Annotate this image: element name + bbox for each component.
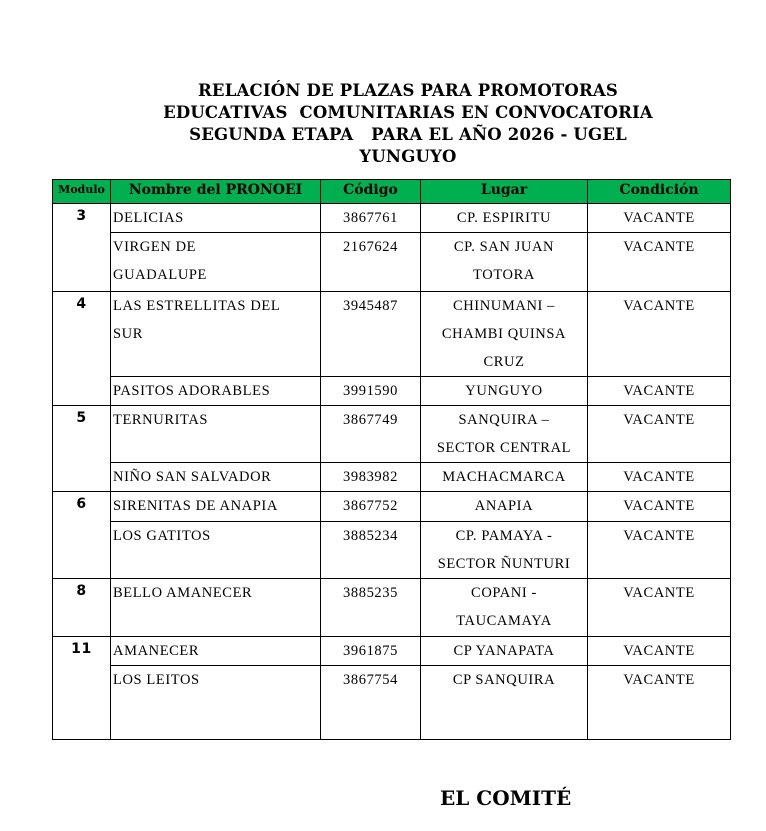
table-row: 8 BELLO AMANECER 3885235 COPANI - TAUCAMAYA… <box>52 578 731 637</box>
nombre-cell: VIRGEN DE GUADALUPE <box>110 232 321 292</box>
lugar-cell: COPANI - TAUCAMAYA <box>420 578 588 637</box>
header-condicion: Condición <box>587 179 731 204</box>
table-row: NIÑO SAN SALVADOR 3983982 MACHACMARCA VACAN… <box>53 462 731 492</box>
lugar-cell: CP YANAPATA <box>420 636 588 666</box>
table-row: 5 TERNURITAS 3867749 SANQUIRA – SECTOR CENT… <box>52 405 731 492</box>
nombre-cell: LOS GATITOS <box>110 521 321 579</box>
title-line: EDUCATIVAS COMUNITARIAS EN CONVOCATORIA <box>163 103 653 122</box>
nombre-cell: LAS ESTRELLITAS DEL SUR <box>110 291 321 377</box>
condicion-cell: VACANTE <box>587 405 731 463</box>
table-row: LOS GATITOS 3885234 CP. PAMAYA - SECTOR ÑU… <box>53 521 731 579</box>
nombre-cell: TERNURITAS <box>110 405 321 463</box>
lugar-cell: YUNGUYO <box>420 376 588 406</box>
codigo-cell: 3945487 <box>320 291 421 377</box>
condicion-cell: VACANTE <box>587 203 731 233</box>
codigo-cell: 3867761 <box>320 203 421 233</box>
header-lugar: Lugar <box>420 179 588 204</box>
codigo-cell: 3885235 <box>320 578 421 637</box>
nombre-cell: BELLO AMANECER <box>110 578 321 637</box>
table-header-row: Modulo Nombre del PRONOEI Código Lugar C… <box>52 179 731 204</box>
lugar-cell: MACHACMARCA <box>420 462 588 492</box>
condicion-cell: VACANTE <box>587 232 731 292</box>
condicion-cell: VACANTE <box>587 665 731 740</box>
header-nombre: Nombre del PRONOEI <box>110 179 321 204</box>
table-row: 11 AMANECER 3961875 CP YANAPATA VACANTE <box>52 636 731 740</box>
document-title: RELACIÓN DE PLAZAS PARA PROMOTORAS EDUCA… <box>120 80 696 168</box>
header-modulo: Modulo <box>52 179 111 204</box>
title-line: RELACIÓN DE PLAZAS PARA PROMOTORAS <box>198 81 618 100</box>
table-row: 6 SIRENITAS DE ANAPIA 3867752 ANAPIA VACANTE <box>52 491 731 579</box>
nombre-cell: AMANECER <box>110 636 321 666</box>
codigo-cell: 3991590 <box>320 376 421 406</box>
modulo-cell: 3 <box>52 203 111 292</box>
lugar-cell: SANQUIRA – SECTOR CENTRAL <box>420 405 588 463</box>
condicion-cell: VACANTE <box>587 291 731 377</box>
table-row: VIRGEN DE GUADALUPE 2167624 CP. SAN JUAN T… <box>53 232 731 292</box>
modulo-cell: 8 <box>52 578 111 637</box>
lugar-cell: CP. PAMAYA - SECTOR ÑUNTURI <box>420 521 588 579</box>
modulo-cell: 4 <box>52 291 111 406</box>
title-line: SEGUNDA ETAPA PARA EL AÑO 2026 - UGEL <box>189 125 627 144</box>
codigo-cell: 2167624 <box>320 232 421 292</box>
table-row: 3 DELICIAS 3867761 CP. ESPIRITU VACANTE <box>52 203 731 292</box>
condicion-cell: VACANTE <box>587 578 731 637</box>
lugar-cell: ANAPIA <box>420 491 588 522</box>
condicion-cell: VACANTE <box>587 376 731 406</box>
modulo-cell: 11 <box>52 636 111 740</box>
header-codigo: Código <box>320 179 421 204</box>
codigo-cell: 3867749 <box>320 405 421 463</box>
table-row: LOS LEITOS 3867754 CP SANQUIRA VACANTE <box>53 665 731 740</box>
codigo-cell: 3983982 <box>320 462 421 492</box>
condicion-cell: VACANTE <box>587 636 731 666</box>
table-row: PASITOS ADORABLES 3991590 YUNGUYO VACANTE <box>53 376 731 406</box>
codigo-cell: 3885234 <box>320 521 421 579</box>
table-row: 4 LAS ESTRELLITAS DEL SUR 3945487 CHINUMANI… <box>52 291 731 406</box>
codigo-cell: 3961875 <box>320 636 421 666</box>
title-line: YUNGUYO <box>359 147 457 166</box>
codigo-cell: 3867754 <box>320 665 421 740</box>
condicion-cell: VACANTE <box>587 462 731 492</box>
condicion-cell: VACANTE <box>587 491 731 522</box>
modulo-cell: 5 <box>52 405 111 492</box>
plazas-table: Modulo Nombre del PRONOEI Código Lugar C… <box>52 179 731 740</box>
nombre-cell: PASITOS ADORABLES <box>110 376 321 406</box>
condicion-cell: VACANTE <box>587 521 731 579</box>
lugar-cell: CP. SAN JUAN TOTORA <box>420 232 588 292</box>
lugar-cell: CP SANQUIRA <box>420 665 588 740</box>
nombre-cell: NIÑO SAN SALVADOR <box>110 462 321 492</box>
modulo-cell: 6 <box>52 491 111 579</box>
lugar-cell: CHINUMANI – CHAMBI QUINSA CRUZ <box>420 291 588 377</box>
nombre-cell: LOS LEITOS <box>110 665 321 740</box>
codigo-cell: 3867752 <box>320 491 421 522</box>
nombre-cell: DELICIAS <box>110 203 321 233</box>
nombre-cell: SIRENITAS DE ANAPIA <box>110 491 321 522</box>
lugar-cell: CP. ESPIRITU <box>420 203 588 233</box>
footer-signature: EL COMITÉ <box>440 786 572 810</box>
